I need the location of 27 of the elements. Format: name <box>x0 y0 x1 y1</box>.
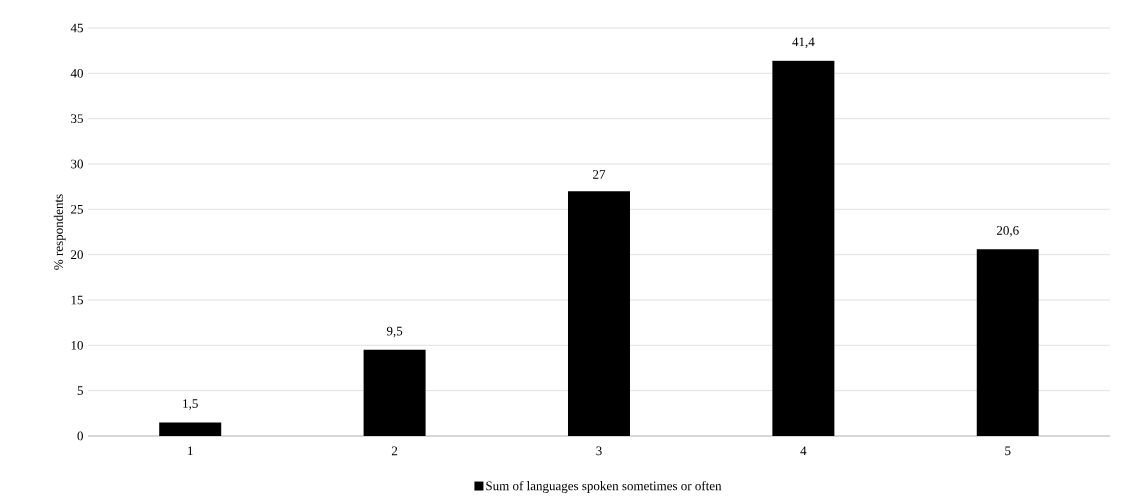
y-axis-title: % respondents <box>53 194 66 270</box>
bar <box>567 191 630 436</box>
bar <box>772 60 835 436</box>
bar <box>976 249 1039 436</box>
y-tick-label: 35 <box>71 114 83 124</box>
data-label: 20,6 <box>996 226 1019 237</box>
legend-label: Sum of languages spoken sometimes or often <box>486 480 722 493</box>
y-tick-label: 15 <box>71 295 83 305</box>
y-tick-label: 25 <box>71 204 83 214</box>
data-label: 1,5 <box>183 399 198 410</box>
data-label: 41,4 <box>792 37 815 49</box>
y-tick-label: 20 <box>71 250 83 260</box>
x-tick-label: 1 <box>188 446 193 456</box>
x-tick-label: 3 <box>596 446 602 456</box>
y-tick-label: 30 <box>71 159 83 169</box>
x-tick-label: 2 <box>391 446 398 456</box>
bar <box>159 422 222 436</box>
y-tick-label: 10 <box>71 340 83 350</box>
x-tick-label: 5 <box>1005 446 1011 456</box>
x-tick-label: 4 <box>800 446 807 456</box>
y-tick-label: 5 <box>77 386 83 395</box>
bar <box>363 349 426 436</box>
data-label: 9,5 <box>386 326 403 338</box>
data-label: 27 <box>593 170 606 179</box>
y-tick-label: 40 <box>70 68 83 78</box>
y-tick-label: 0 <box>77 431 83 441</box>
y-tick-label: 45 <box>70 23 83 33</box>
